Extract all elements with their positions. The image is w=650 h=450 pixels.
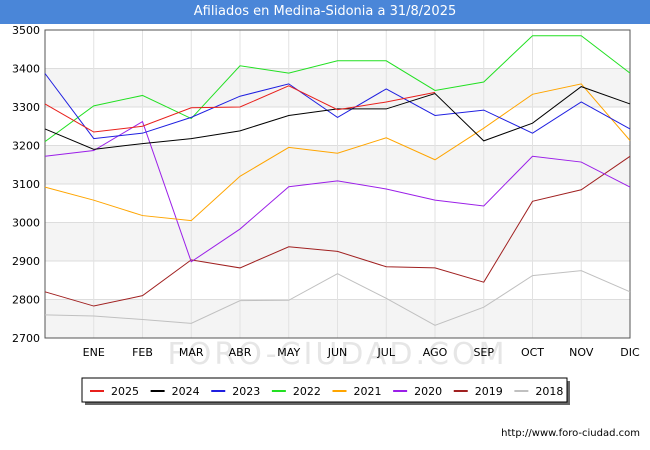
series-line-2025 xyxy=(44,85,436,133)
plot-border xyxy=(44,29,631,339)
series-line-2023 xyxy=(44,73,631,140)
x-tick-label: NOV xyxy=(569,346,594,359)
watermark-text: FORO-CIUDAD.COM xyxy=(168,337,508,372)
footer-url[interactable]: http://www.foro-ciudad.com xyxy=(501,428,640,439)
y-tick-label: 2700 xyxy=(12,332,40,345)
legend-label-2024: 2024 xyxy=(172,385,200,398)
y-tick-label: 3400 xyxy=(12,63,40,76)
legend-label-2025: 2025 xyxy=(111,385,139,398)
legend-label-2022: 2022 xyxy=(293,385,321,398)
x-tick-label: OCT xyxy=(521,346,544,359)
y-tick-label: 3200 xyxy=(12,140,40,153)
x-tick-label: ENE xyxy=(83,346,105,359)
x-tick-label: ABR xyxy=(229,346,252,359)
x-tick-label: JUN xyxy=(327,346,348,359)
legend-label-2019: 2019 xyxy=(475,385,503,398)
series-line-2022 xyxy=(44,35,631,143)
series-line-2019 xyxy=(44,155,631,307)
y-tick-label: 2800 xyxy=(12,294,40,307)
x-tick-label: JUL xyxy=(377,346,396,359)
legend-label-2021: 2021 xyxy=(354,385,382,398)
y-tick-label: 3500 xyxy=(12,24,40,37)
x-tick-label: MAR xyxy=(179,346,204,359)
chart-title: Afiliados en Medina-Sidonia a 31/8/2025 xyxy=(0,0,650,24)
y-tick-label: 3100 xyxy=(12,178,40,191)
series-line-2020 xyxy=(44,120,631,263)
y-tick-label: 2900 xyxy=(12,255,40,268)
legend-label-2023: 2023 xyxy=(232,385,260,398)
x-tick-label: MAY xyxy=(277,346,300,359)
x-tick-label: FEB xyxy=(132,346,153,359)
legend-label-2018: 2018 xyxy=(535,385,563,398)
x-tick-label: DIC xyxy=(620,346,640,359)
series-line-2018 xyxy=(44,270,631,326)
y-tick-label: 3300 xyxy=(12,101,40,114)
series-line-2024 xyxy=(44,86,631,150)
legend-label-2020: 2020 xyxy=(414,385,442,398)
y-tick-label: 3000 xyxy=(12,217,40,230)
x-tick-label: SEP xyxy=(473,346,494,359)
x-tick-label: AGO xyxy=(423,346,448,359)
series-line-2021 xyxy=(44,83,631,222)
